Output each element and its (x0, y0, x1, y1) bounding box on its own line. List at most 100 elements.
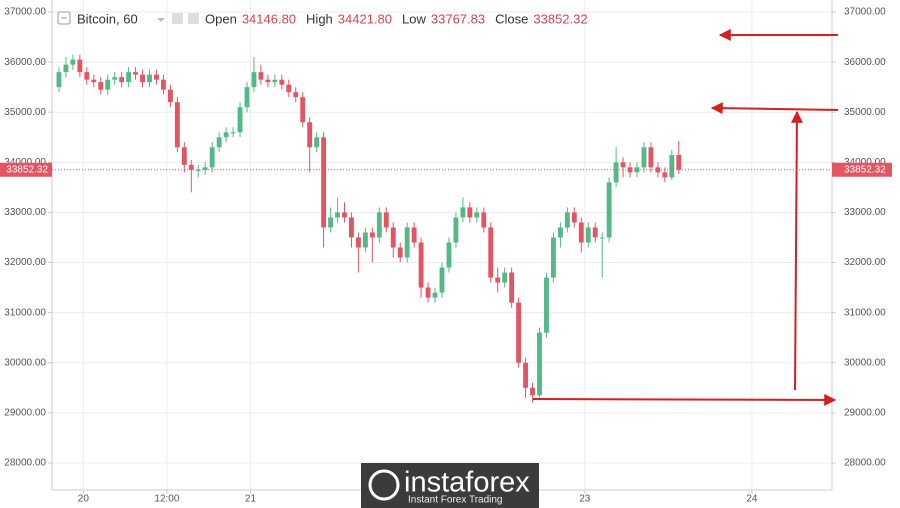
candle-body (286, 84, 292, 93)
y-tick-label: 32000.00 (4, 257, 46, 268)
arrow (710, 102, 839, 115)
candle-body (258, 72, 264, 80)
candle-body (126, 72, 132, 83)
symbol: Bitcoin, 60 (77, 11, 138, 26)
candle-body (446, 242, 452, 268)
y-tick-label: 36000.00 (4, 57, 46, 68)
y-tick-label: 31000.00 (844, 307, 886, 318)
candle-body (544, 277, 549, 333)
candle-body (564, 212, 570, 228)
candle-body (557, 227, 563, 238)
arrow (532, 393, 837, 406)
candle-body (223, 132, 229, 138)
y-tick-label: 35000.00 (4, 107, 46, 118)
candle-body (251, 72, 257, 88)
candle-body (328, 217, 334, 228)
y-tick-label: 35000.00 (844, 107, 886, 118)
candle-body (112, 77, 118, 80)
candle-body (147, 74, 152, 83)
candle-body (98, 82, 104, 90)
field-label: High (306, 11, 333, 26)
candle-body (432, 292, 438, 298)
field-label: Open (205, 11, 237, 26)
field-value: 33852.32 (533, 11, 587, 26)
candle-body (160, 79, 166, 90)
candle-body (537, 332, 542, 396)
candle-body (453, 217, 459, 243)
price-label-box (0, 162, 52, 177)
candle-body (467, 207, 473, 218)
field-label: Close (495, 11, 528, 26)
candle-body (460, 207, 466, 218)
candle-body (314, 137, 320, 148)
candle-body (418, 242, 424, 288)
grid (52, 0, 832, 490)
candle-body (662, 172, 668, 178)
candle-body (84, 72, 90, 80)
candle-body (209, 147, 215, 168)
candle-body (571, 212, 577, 223)
x-tick-label: 21 (245, 494, 257, 505)
candle-body (376, 212, 382, 238)
candle-body (502, 272, 508, 283)
watermark-brand: instaforex (404, 467, 530, 499)
price-label: 33852.32 (844, 164, 886, 175)
y-tick-label: 33000.00 (4, 207, 46, 218)
candle-body (307, 122, 313, 148)
candle-body (585, 227, 591, 243)
candle-body (425, 287, 431, 298)
collapse-icon[interactable] (57, 11, 71, 25)
candle-body (669, 154, 675, 178)
candle-body (202, 167, 208, 170)
field-label: Low (402, 11, 426, 26)
candle-body (397, 247, 403, 258)
settings-icon[interactable] (172, 13, 183, 24)
symbol-dropdown[interactable] (157, 18, 165, 22)
candle-body (530, 387, 535, 396)
candle-body (641, 147, 647, 168)
candle-body (335, 212, 340, 218)
arrow (790, 110, 803, 391)
candle-body (516, 302, 522, 363)
candle-body (91, 79, 97, 83)
candle-body (70, 59, 76, 65)
candle-body (279, 79, 285, 85)
y-tick-label: 37000.00 (844, 7, 886, 18)
candle-body (181, 147, 187, 165)
candle-body (105, 79, 111, 90)
candles (56, 54, 682, 403)
header: Bitcoin, 60 Open 34146.80 High 34421.80 Low 3… (57, 11, 588, 26)
candle-body (509, 272, 515, 303)
hide-icon[interactable] (188, 13, 199, 24)
candle-body (599, 237, 605, 239)
candle-body (133, 72, 139, 75)
candle-body (154, 74, 159, 80)
y-tick-label: 33000.00 (844, 207, 886, 218)
candle-body (355, 237, 361, 248)
candle-body (77, 59, 83, 73)
candle-body (439, 267, 445, 293)
watermark-tagline: Instant Forex Trading (408, 495, 503, 506)
candle-body (411, 227, 417, 243)
y-tick-label: 37000.00 (4, 7, 46, 18)
candle-body (167, 89, 173, 103)
candle-body (293, 92, 299, 98)
candle-body (63, 64, 69, 73)
candle-body (676, 154, 682, 170)
candle-body (523, 362, 529, 388)
candle-body (620, 162, 626, 168)
candle-body (369, 232, 375, 238)
watermark-box (361, 463, 539, 508)
candle-body (362, 232, 368, 248)
y-tick-label: 29000.00 (4, 407, 46, 418)
field-value: 34421.80 (338, 11, 392, 26)
price-label-box (832, 162, 892, 177)
y-tick-label: 31000.00 (4, 307, 46, 318)
watermark: instaforex Instant Forex Trading (361, 463, 539, 508)
candle-body (230, 132, 236, 134)
candle-body (216, 137, 222, 148)
field-value: 34146.80 (242, 11, 296, 26)
candle-body (237, 107, 243, 133)
y-tick-label: 28000.00 (4, 458, 46, 469)
